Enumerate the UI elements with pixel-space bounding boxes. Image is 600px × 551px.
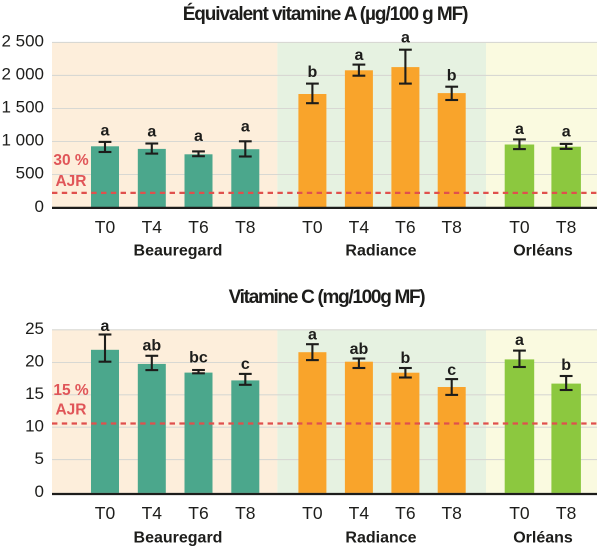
svg-text:Radiance: Radiance (345, 529, 416, 546)
svg-text:a: a (241, 119, 250, 136)
svg-text:b: b (308, 64, 318, 81)
svg-text:T6: T6 (188, 217, 208, 237)
svg-text:Vitamine C (mg/100g MF): Vitamine C (mg/100g MF) (229, 287, 426, 308)
svg-text:20: 20 (25, 352, 44, 371)
svg-text:T0: T0 (302, 503, 323, 523)
svg-text:a: a (101, 318, 110, 335)
svg-text:T8: T8 (441, 217, 461, 237)
svg-text:T6: T6 (395, 503, 415, 523)
svg-text:T0: T0 (95, 217, 116, 237)
svg-text:T8: T8 (556, 217, 576, 237)
svg-text:ab: ab (350, 341, 369, 358)
svg-text:bc: bc (189, 349, 208, 366)
svg-text:500: 500 (16, 164, 44, 183)
svg-text:1 500: 1 500 (1, 98, 44, 117)
svg-text:T0: T0 (509, 217, 530, 237)
svg-text:T6: T6 (395, 217, 415, 237)
svg-text:b: b (401, 350, 411, 367)
svg-text:T4: T4 (349, 217, 370, 237)
svg-text:30 %: 30 % (53, 152, 89, 169)
svg-text:T8: T8 (441, 503, 461, 523)
svg-text:T0: T0 (509, 503, 530, 523)
svg-text:2 500: 2 500 (1, 32, 44, 51)
svg-text:Orléans: Orléans (513, 529, 573, 546)
svg-text:ab: ab (142, 338, 161, 355)
svg-text:a: a (101, 123, 110, 140)
svg-text:a: a (308, 326, 317, 343)
svg-text:b: b (561, 357, 571, 374)
svg-text:T0: T0 (95, 503, 116, 523)
svg-text:2 000: 2 000 (1, 65, 44, 84)
svg-text:Beauregard: Beauregard (134, 242, 223, 259)
svg-text:a: a (515, 332, 524, 349)
svg-text:a: a (194, 128, 203, 145)
svg-text:T4: T4 (142, 503, 163, 523)
svg-text:T0: T0 (302, 217, 323, 237)
svg-text:T6: T6 (188, 503, 208, 523)
svg-text:a: a (515, 121, 524, 138)
svg-text:T8: T8 (235, 503, 255, 523)
svg-text:a: a (147, 124, 156, 141)
svg-text:T4: T4 (142, 217, 163, 237)
svg-text:10: 10 (25, 416, 44, 435)
svg-text:a: a (354, 47, 363, 64)
svg-text:c: c (447, 362, 456, 379)
svg-text:Beauregard: Beauregard (134, 529, 223, 546)
svg-text:0: 0 (35, 482, 44, 501)
svg-text:AJR: AJR (55, 402, 86, 419)
svg-text:a: a (401, 29, 410, 46)
svg-text:15: 15 (25, 384, 44, 403)
svg-text:T8: T8 (235, 217, 255, 237)
svg-text:c: c (241, 356, 250, 373)
svg-text:b: b (447, 67, 457, 84)
svg-text:Équivalent vitamine A (µg/100: Équivalent vitamine A (µg/100 g MF) (183, 3, 468, 25)
svg-text:T4: T4 (349, 503, 370, 523)
svg-text:5: 5 (35, 449, 44, 468)
svg-text:1 000: 1 000 (1, 131, 44, 150)
svg-text:25: 25 (25, 319, 44, 338)
svg-text:Orléans: Orléans (513, 242, 573, 259)
svg-text:AJR: AJR (55, 173, 86, 190)
svg-text:T8: T8 (556, 503, 576, 523)
svg-text:a: a (562, 124, 571, 141)
svg-text:15 %: 15 % (53, 382, 89, 399)
svg-text:Radiance: Radiance (345, 242, 416, 259)
svg-text:0: 0 (35, 197, 44, 216)
